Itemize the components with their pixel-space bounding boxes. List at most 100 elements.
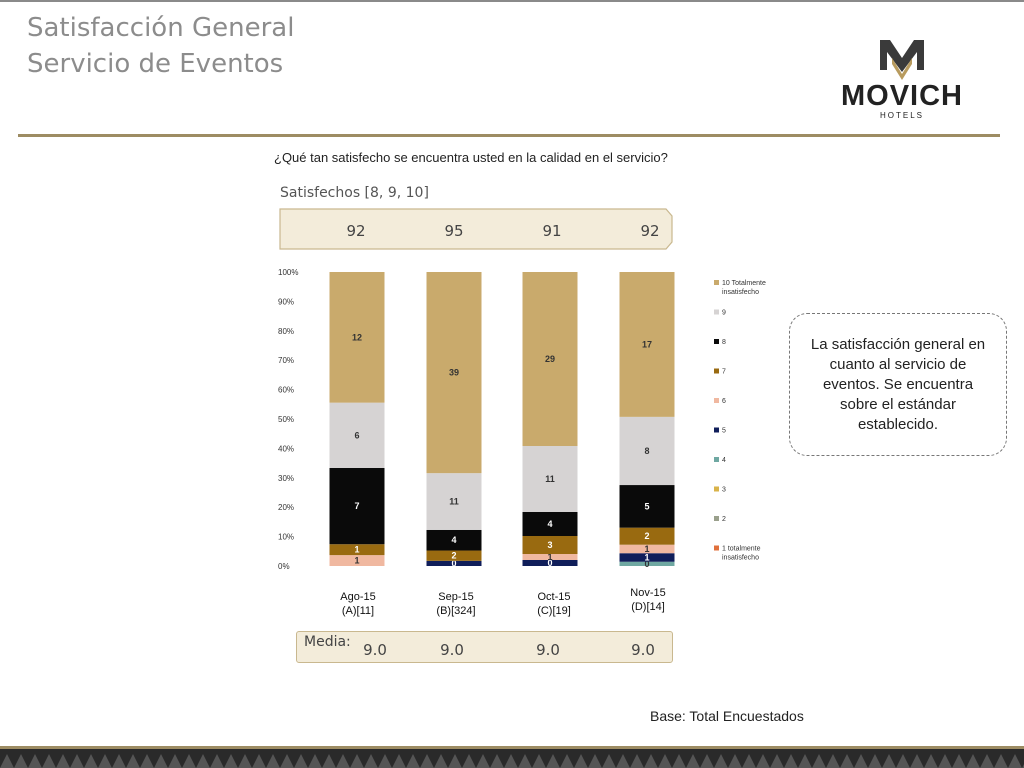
footer-triangle bbox=[406, 754, 420, 768]
footer-triangle bbox=[546, 754, 560, 768]
y-tick-label: 30% bbox=[278, 474, 294, 483]
footer-triangle bbox=[588, 754, 602, 768]
data-label: 4 bbox=[547, 519, 552, 529]
title-line-2: Servicio de Eventos bbox=[27, 49, 284, 79]
footer-triangle bbox=[812, 754, 826, 768]
footer-triangle bbox=[672, 754, 686, 768]
category-name: Ago-15 bbox=[340, 591, 376, 603]
y-tick-label: 20% bbox=[278, 503, 294, 512]
footer-triangle bbox=[434, 754, 448, 768]
satisfied-value-ago: 92 bbox=[346, 222, 366, 240]
y-tick-label: 50% bbox=[278, 415, 294, 424]
legend-swatch bbox=[714, 309, 719, 315]
category-label-nov: Nov-15 (D)[14] bbox=[603, 586, 693, 614]
footer-triangle bbox=[448, 754, 462, 768]
logo-brand-text: MOVICH bbox=[841, 80, 963, 112]
data-label: 4 bbox=[451, 535, 456, 545]
satisfied-label: Satisfechos [8, 9, 10] bbox=[280, 185, 429, 201]
bar-segment bbox=[329, 555, 385, 566]
legend-swatch bbox=[714, 427, 719, 433]
footer-triangle bbox=[266, 754, 280, 768]
bar-segment bbox=[619, 561, 675, 566]
category-name: Oct-15 bbox=[537, 591, 571, 603]
footer-triangle bbox=[14, 754, 28, 768]
data-label: 29 bbox=[545, 354, 555, 364]
category-base: (A)[11] bbox=[341, 605, 375, 617]
bar-segment bbox=[329, 468, 385, 545]
footer-triangle bbox=[392, 754, 406, 768]
footer-triangle bbox=[0, 754, 14, 768]
category-name: Nov-15 bbox=[630, 587, 666, 599]
category-label-sep: Sep-15 (B)[324] bbox=[411, 590, 501, 618]
legend-swatch bbox=[714, 339, 719, 344]
y-tick-label: 70% bbox=[278, 356, 294, 365]
footer-triangle bbox=[826, 754, 840, 768]
legend-swatch bbox=[714, 368, 719, 374]
data-label: 2 bbox=[644, 531, 649, 541]
footer-triangle bbox=[728, 754, 742, 768]
callout-text: La satisfacción general en cuanto al ser… bbox=[810, 335, 986, 433]
satisfied-value-sep: 95 bbox=[444, 222, 464, 240]
footer-triangle bbox=[336, 754, 350, 768]
data-label: 0 bbox=[451, 558, 456, 568]
media-value-nov: 9.0 bbox=[631, 641, 655, 659]
media-value-sep: 9.0 bbox=[440, 641, 464, 659]
category-label-ago: Ago-15 (A)[11] bbox=[313, 590, 403, 618]
page-title: Satisfacción General Servicio de Eventos bbox=[27, 10, 294, 82]
legend-label-cont: insatisfecho bbox=[722, 289, 759, 296]
footer-triangle bbox=[84, 754, 98, 768]
legend-label: 2 bbox=[722, 516, 726, 523]
legend-swatch bbox=[714, 486, 719, 492]
legend-label: 3 bbox=[722, 487, 726, 494]
footer-triangle bbox=[252, 754, 266, 768]
legend-swatch bbox=[714, 280, 719, 285]
data-label: 0 bbox=[547, 558, 552, 568]
footer-triangle bbox=[742, 754, 756, 768]
footer-triangle bbox=[224, 754, 238, 768]
legend-label: 9 bbox=[722, 310, 726, 317]
footer-triangle bbox=[98, 754, 112, 768]
media-value-oct: 9.0 bbox=[536, 641, 560, 659]
footer-triangle bbox=[938, 754, 952, 768]
data-label: 8 bbox=[644, 446, 649, 456]
bar-segment bbox=[619, 527, 675, 545]
footer-triangle bbox=[56, 754, 70, 768]
footer-triangle bbox=[154, 754, 168, 768]
footer-triangle bbox=[308, 754, 322, 768]
insight-callout: La satisfacción general en cuanto al ser… bbox=[789, 313, 1007, 456]
footer-triangle bbox=[532, 754, 546, 768]
data-label: 11 bbox=[449, 497, 459, 507]
bar-segment bbox=[329, 544, 385, 556]
data-label: 6 bbox=[354, 430, 359, 440]
bar-segment bbox=[619, 416, 675, 486]
logo-mark-icon bbox=[880, 40, 924, 80]
footer-triangle bbox=[518, 754, 532, 768]
bar-segment bbox=[426, 272, 482, 474]
header-rule bbox=[18, 134, 1000, 137]
footer-triangle bbox=[168, 754, 182, 768]
bar-segment bbox=[522, 446, 578, 512]
footer-triangle bbox=[868, 754, 882, 768]
footer-triangle bbox=[280, 754, 294, 768]
data-label: 1 bbox=[644, 544, 649, 554]
media-box bbox=[296, 631, 673, 663]
footer-triangle bbox=[476, 754, 490, 768]
footer-triangle bbox=[882, 754, 896, 768]
footer-triangle bbox=[980, 754, 994, 768]
footer-triangle bbox=[378, 754, 392, 768]
y-tick-label: 90% bbox=[278, 297, 294, 306]
legend-label: 4 bbox=[722, 457, 726, 464]
data-label: 1 bbox=[547, 552, 552, 562]
footer-triangle bbox=[504, 754, 518, 768]
bar-segment bbox=[329, 402, 385, 468]
footer-triangle bbox=[966, 754, 980, 768]
satisfied-box bbox=[279, 208, 673, 250]
bar-segment bbox=[619, 553, 675, 562]
satisfied-value-nov: 92 bbox=[640, 222, 660, 240]
y-tick-label: 0% bbox=[278, 562, 290, 571]
legend-label: 1 totalmente bbox=[722, 546, 761, 553]
top-rule bbox=[0, 0, 1024, 2]
footer-triangle bbox=[798, 754, 812, 768]
footer-triangle bbox=[322, 754, 336, 768]
media-value-ago: 9.0 bbox=[363, 641, 387, 659]
